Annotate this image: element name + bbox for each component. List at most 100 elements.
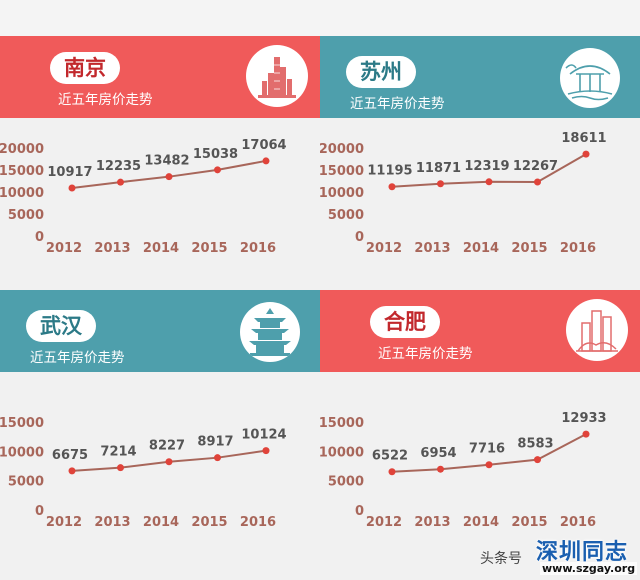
x-tick-label-wuhan: 2013 xyxy=(94,515,130,530)
brand-url: www.szgay.org xyxy=(540,562,638,575)
city-name-wuhan: 武汉 xyxy=(26,310,96,342)
chart-suzhou: 20000 15000 10000 5000 0 11195 2012 11871 2013 12… xyxy=(320,131,607,256)
chart-area-suzhou: 20000 15000 10000 5000 0 11195 2012 11871 2013 12… xyxy=(320,118,640,290)
panel-hefei: 合肥 近五年房价走势 15000 10000 5000 0 6522 2012 6954 20… xyxy=(320,290,640,544)
data-label-hefei: 6522 xyxy=(372,449,408,464)
pavilion-icon xyxy=(560,48,620,108)
chart-nanjing: 20000 15000 10000 5000 0 10917 2012 12235 2013 13… xyxy=(0,138,287,256)
data-label-nanjing: 13482 xyxy=(144,154,189,169)
x-tick-label-nanjing: 2012 xyxy=(46,241,82,256)
data-point-nanjing xyxy=(165,173,173,181)
data-label-wuhan: 7214 xyxy=(100,445,136,460)
x-tick-label-nanjing: 2015 xyxy=(191,241,227,256)
data-point-wuhan xyxy=(262,447,270,455)
subtitle-wuhan: 近五年房价走势 xyxy=(30,350,125,366)
data-label-hefei: 12933 xyxy=(561,411,606,426)
yellow-crane-tower-icon xyxy=(240,302,300,362)
y-tick-label-nanjing: 0 xyxy=(35,230,44,245)
city-name-suzhou: 苏州 xyxy=(346,56,416,88)
y-tick-label-wuhan: 5000 xyxy=(8,475,44,490)
x-tick-label-nanjing: 2013 xyxy=(94,241,130,256)
data-label-nanjing: 17064 xyxy=(241,138,286,153)
x-tick-label-nanjing: 2016 xyxy=(240,241,276,256)
y-tick-label-nanjing: 5000 xyxy=(8,208,44,223)
data-point-wuhan xyxy=(117,464,124,472)
x-tick-label-suzhou: 2012 xyxy=(366,241,402,256)
x-tick-label-wuhan: 2014 xyxy=(143,515,179,530)
panel-nanjing: 南京 近五年房价走势 20000 15000 10000 5000 0 10917 20 xyxy=(0,36,320,290)
banner-hefei: 合肥 近五年房价走势 xyxy=(320,290,640,372)
data-point-nanjing xyxy=(68,184,76,192)
data-label-hefei: 6954 xyxy=(420,446,456,461)
x-tick-label-wuhan: 2015 xyxy=(191,515,227,530)
x-tick-label-wuhan: 2012 xyxy=(46,515,82,530)
y-tick-label-hefei: 0 xyxy=(355,504,364,519)
x-tick-label-hefei: 2015 xyxy=(511,515,547,530)
skyline-icon xyxy=(566,299,628,361)
data-point-suzhou xyxy=(582,150,590,158)
top-strip xyxy=(0,0,640,36)
subtitle-suzhou: 近五年房价走势 xyxy=(350,96,445,112)
y-tick-label-nanjing: 10000 xyxy=(0,186,44,201)
data-label-nanjing: 10917 xyxy=(47,165,92,180)
chart-area-wuhan: 15000 10000 5000 0 6675 2012 7214 2013 8227 2014 8… xyxy=(0,372,320,544)
y-tick-label-nanjing: 15000 xyxy=(0,164,44,179)
data-point-suzhou xyxy=(437,180,444,188)
subtitle-hefei: 近五年房价走势 xyxy=(378,346,473,362)
data-point-hefei xyxy=(582,430,590,438)
data-label-wuhan: 8917 xyxy=(197,435,233,450)
watermark-text: 头条号 xyxy=(480,551,522,567)
chart-wuhan: 15000 10000 5000 0 6675 2012 7214 2013 8227 2014 8… xyxy=(0,416,287,530)
data-label-hefei: 8583 xyxy=(517,437,553,452)
data-point-suzhou xyxy=(534,178,541,186)
data-point-hefei xyxy=(485,461,493,469)
data-point-suzhou xyxy=(485,178,493,186)
panel-suzhou: 苏州 近五年房价走势 20000 15000 10000 5000 0 11195 2012… xyxy=(320,36,640,290)
x-tick-label-wuhan: 2016 xyxy=(240,515,276,530)
data-point-wuhan xyxy=(214,454,221,462)
x-tick-label-nanjing: 2014 xyxy=(143,241,179,256)
data-label-nanjing: 15038 xyxy=(193,147,238,162)
brand-logo-text: 深圳同志 xyxy=(536,539,629,565)
city-name-hefei: 合肥 xyxy=(370,306,440,338)
y-tick-label-hefei: 10000 xyxy=(320,445,364,460)
data-point-nanjing xyxy=(262,157,270,165)
banner-nanjing: 南京 近五年房价走势 xyxy=(0,36,320,118)
data-label-suzhou: 12319 xyxy=(464,159,509,174)
data-label-wuhan: 8227 xyxy=(149,439,185,454)
data-label-nanjing: 12235 xyxy=(96,159,141,174)
y-tick-label-hefei: 5000 xyxy=(328,475,364,490)
y-tick-label-wuhan: 15000 xyxy=(0,416,44,431)
y-tick-label-wuhan: 10000 xyxy=(0,445,44,460)
data-label-suzhou: 11871 xyxy=(416,161,461,176)
y-tick-label-hefei: 15000 xyxy=(320,416,364,431)
data-point-hefei xyxy=(437,465,444,473)
y-tick-label-suzhou: 20000 xyxy=(320,142,364,157)
x-tick-label-hefei: 2016 xyxy=(560,515,596,530)
data-label-suzhou: 18611 xyxy=(561,131,606,146)
city-name-nanjing: 南京 xyxy=(50,52,120,84)
banner-wuhan: 武汉 近五年房价走势 xyxy=(0,290,320,372)
x-tick-label-suzhou: 2015 xyxy=(511,241,547,256)
y-tick-label-suzhou: 10000 xyxy=(320,186,364,201)
data-point-hefei xyxy=(534,456,541,464)
chart-hefei: 15000 10000 5000 0 6522 2012 6954 2013 7716 2014 8… xyxy=(320,411,607,530)
y-tick-label-wuhan: 0 xyxy=(35,504,44,519)
data-point-nanjing xyxy=(117,178,124,186)
data-point-hefei xyxy=(388,468,396,476)
x-tick-label-suzhou: 2016 xyxy=(560,241,596,256)
data-label-wuhan: 10124 xyxy=(241,428,286,443)
data-point-suzhou xyxy=(388,183,396,191)
tower-icon xyxy=(246,45,308,107)
x-tick-label-hefei: 2014 xyxy=(463,515,499,530)
data-point-wuhan xyxy=(165,458,173,466)
data-label-wuhan: 6675 xyxy=(52,448,88,463)
chart-area-nanjing: 20000 15000 10000 5000 0 10917 2012 12235 2013 13… xyxy=(0,118,320,290)
x-tick-label-suzhou: 2013 xyxy=(414,241,450,256)
y-tick-label-nanjing: 20000 xyxy=(0,142,44,157)
chart-area-hefei: 15000 10000 5000 0 6522 2012 6954 2013 7716 2014 8… xyxy=(320,372,640,544)
data-label-suzhou: 11195 xyxy=(367,164,412,179)
data-point-nanjing xyxy=(214,166,221,174)
x-tick-label-hefei: 2012 xyxy=(366,515,402,530)
y-tick-label-suzhou: 0 xyxy=(355,230,364,245)
